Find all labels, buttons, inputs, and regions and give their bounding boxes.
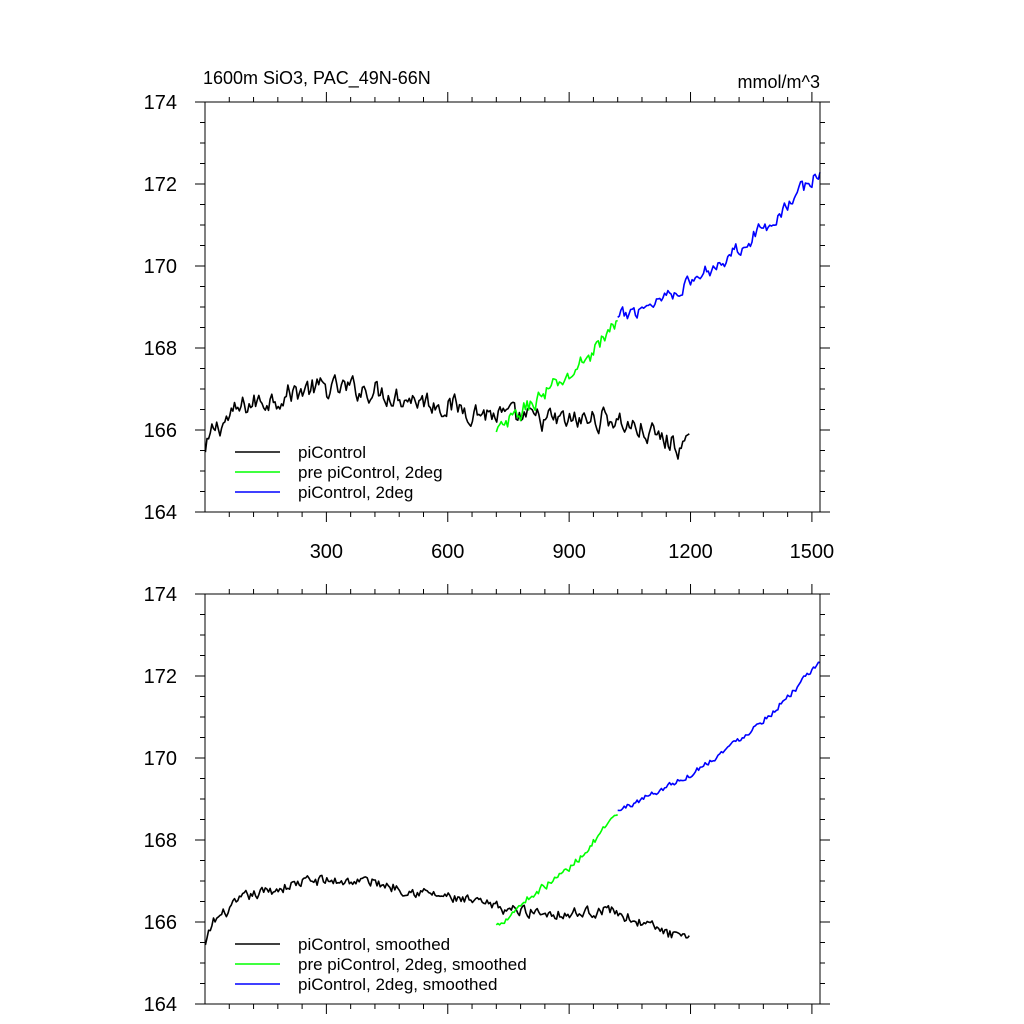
bottom-panel: 164 166 168 170 172 174 piControl, smoothedpr… [144, 584, 830, 1016]
series-line-pre-picontrol-2deg [495, 319, 618, 433]
y-tick-label: 164 [144, 502, 177, 524]
legend-label: pre piControl, 2deg [298, 463, 443, 482]
plot-frame [204, 101, 821, 513]
y-tick-label: 174 [144, 92, 177, 114]
legend-label: piControl [298, 443, 366, 462]
y-tick-label: 168 [144, 830, 177, 852]
series-line-picontrol [204, 374, 690, 460]
y-tick-label: 164 [144, 994, 177, 1016]
chart-title: 1600m SiO3, PAC_49N-66N [203, 68, 431, 89]
y-tick-label: 170 [144, 256, 177, 278]
legend-label: piControl, 2deg [298, 483, 413, 502]
y-tick-label: 172 [144, 174, 177, 196]
y-tick-label: 170 [144, 748, 177, 770]
y-tick-label: 172 [144, 666, 177, 688]
series-line-picontrol-smoothed [204, 874, 690, 946]
series-line-pre-picontrol-2deg-smoothed [495, 814, 618, 926]
series-line-picontrol-2deg [617, 172, 821, 320]
units-label: mmol/m^3 [738, 72, 820, 92]
x-tick-label: 900 [552, 541, 585, 563]
x-tick-label: 300 [310, 541, 343, 563]
legend-label: pre piControl, 2deg, smoothed [298, 955, 527, 974]
y-tick-label: 168 [144, 338, 177, 360]
series-line-picontrol-2deg-smoothed [617, 661, 821, 812]
x-tick-label: 1500 [790, 541, 835, 563]
x-tick-label: 600 [431, 541, 464, 563]
top-panel: 1600m SiO3, PAC_49N-66N mmol/m^3 300 600 9… [144, 68, 835, 563]
plot-frame [204, 593, 821, 1005]
y-tick-label: 166 [144, 912, 177, 934]
legend-label: piControl, smoothed [298, 935, 450, 954]
y-tick-label: 174 [144, 584, 177, 606]
legend-label: piControl, 2deg, smoothed [298, 975, 497, 994]
y-tick-label: 166 [144, 420, 177, 442]
x-tick-label: 1200 [668, 541, 713, 563]
